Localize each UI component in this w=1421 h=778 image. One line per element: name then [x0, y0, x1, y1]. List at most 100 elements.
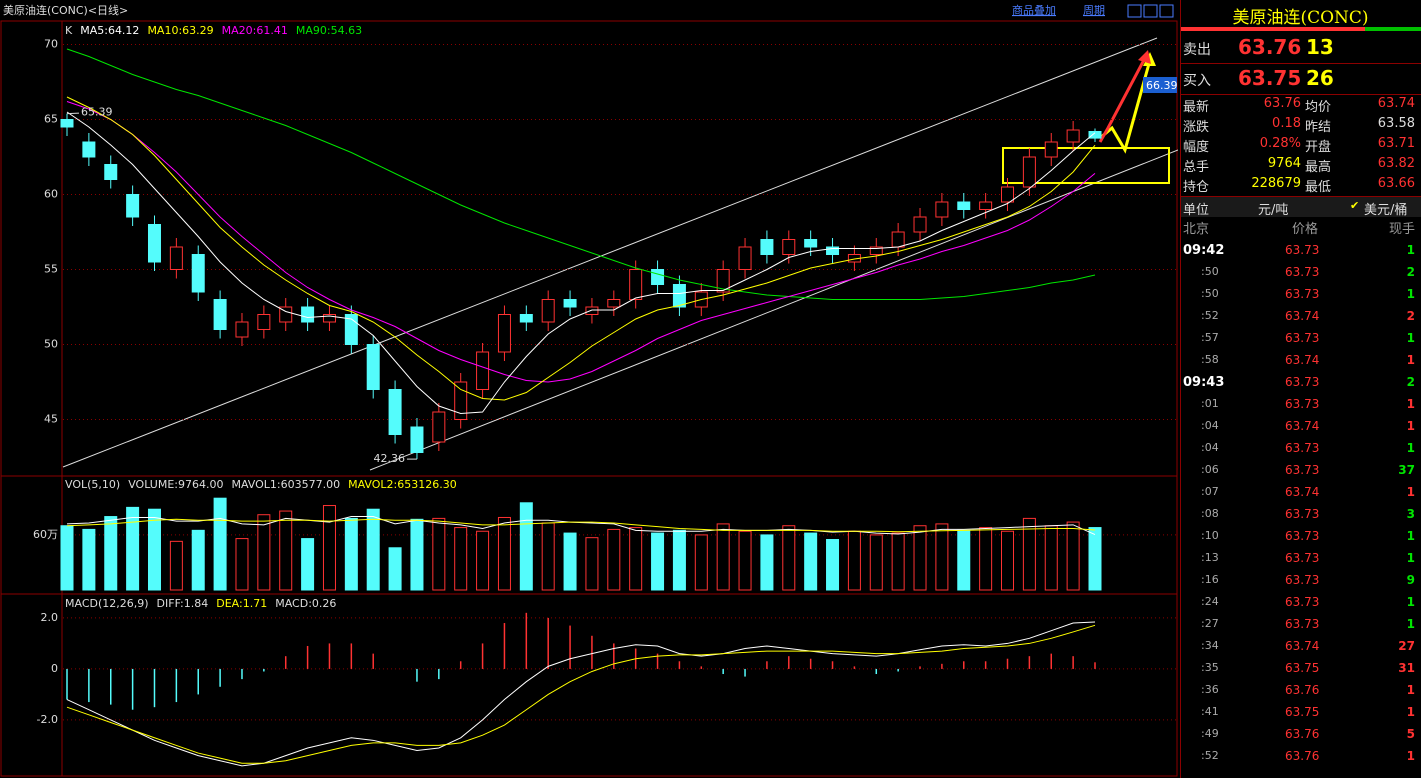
- cell: :49: [1201, 727, 1219, 740]
- tick-row: :24 63.73 1: [1180, 592, 1421, 614]
- legend-item: VOL(5,10): [65, 478, 120, 491]
- cell: :52: [1201, 309, 1219, 322]
- candle-body: [738, 246, 752, 270]
- candle-body: [1066, 129, 1080, 143]
- cell: 63.73: [1285, 331, 1320, 345]
- volume-bar: [847, 530, 861, 591]
- period-button[interactable]: 周期: [1083, 4, 1105, 17]
- tick-row: :50 63.73 2: [1180, 262, 1421, 284]
- volume-bar: [213, 497, 227, 591]
- cell: 1: [1406, 419, 1415, 433]
- cursor-label-bg: [1143, 77, 1177, 93]
- cell: 63.74: [1285, 309, 1320, 323]
- y-tick-label: 2.0: [41, 611, 59, 624]
- cell: 1: [1406, 485, 1415, 499]
- volume-bar: [607, 528, 621, 591]
- tick-row: :13 63.73 1: [1180, 548, 1421, 570]
- y-tick-label: 55: [44, 263, 58, 276]
- cell: 5: [1406, 727, 1415, 741]
- volume-bar: [694, 534, 708, 591]
- candle-body: [301, 306, 315, 323]
- volume-bar: [651, 532, 665, 591]
- cell: :50: [1201, 265, 1219, 278]
- cell: 1: [1406, 749, 1415, 763]
- candle-body: [60, 119, 74, 128]
- cell: :08: [1201, 507, 1219, 520]
- cell: 1: [1406, 243, 1415, 257]
- cell: 26: [1306, 66, 1334, 90]
- cell: 63.73: [1285, 441, 1320, 455]
- cell: :24: [1201, 595, 1219, 608]
- quote-title: 美原油连(CONC): [1180, 0, 1421, 28]
- volume-bar: [1088, 527, 1102, 591]
- stat-row: 最新 63.76 均价 63.74: [1180, 96, 1421, 116]
- cell: 63.73: [1285, 463, 1320, 477]
- cell: 2: [1406, 309, 1415, 323]
- cell: 31: [1398, 661, 1415, 675]
- cell: 37: [1398, 463, 1415, 477]
- volume-bar: [169, 540, 183, 591]
- cell: 63.82: [1377, 156, 1415, 171]
- ma10-line: [66, 96, 1096, 401]
- tick-row: :57 63.73 1: [1180, 328, 1421, 350]
- volume-bar: [1044, 525, 1058, 591]
- tick-row: :49 63.76 5: [1180, 724, 1421, 746]
- candle-body: [979, 201, 993, 210]
- cell: 最新: [1183, 100, 1210, 115]
- cell: 现手: [1388, 222, 1415, 237]
- bar-green: [1365, 27, 1421, 31]
- legend-item: MA90:54.63: [296, 24, 362, 37]
- order-sell: 卖出 63.76 13: [1180, 33, 1421, 64]
- candle-body: [257, 314, 271, 330]
- cell: 开盘: [1305, 140, 1332, 155]
- candle-body: [126, 194, 140, 218]
- volume-bar: [891, 532, 905, 591]
- tick-row: 09:42 63.73 1: [1180, 240, 1421, 262]
- legend-item: MAVOL1:603577.00: [231, 478, 340, 491]
- volume-bar: [104, 516, 118, 591]
- candle-body: [607, 299, 621, 308]
- candle-body: [1088, 131, 1102, 139]
- cell: :16: [1201, 573, 1219, 586]
- nav-right[interactable]: [1143, 4, 1158, 18]
- nav-max[interactable]: [1159, 4, 1174, 18]
- overlay-button[interactable]: 商品叠加: [1012, 3, 1056, 17]
- tick-row: :04 63.73 1: [1180, 438, 1421, 460]
- cell: :04: [1201, 441, 1219, 454]
- ma90-line: [66, 48, 1096, 300]
- cell: 涨跌: [1183, 120, 1210, 135]
- candle-body: [213, 299, 227, 330]
- volume-bar: [585, 537, 599, 591]
- cell: 持仓: [1183, 180, 1210, 195]
- tick-row: :58 63.74 1: [1180, 350, 1421, 372]
- ma20-line: [66, 101, 1096, 383]
- cell: 63.73: [1285, 507, 1320, 521]
- quote-panel: 美原油连(CONC) 卖出 63.76 13 买入 63.75 26 最新 63.76 均价 63.…: [1180, 0, 1421, 778]
- tick-row: :41 63.75 1: [1180, 702, 1421, 724]
- cell: :52: [1201, 749, 1219, 762]
- cell: 1: [1406, 331, 1415, 345]
- volume-bar: [388, 547, 402, 591]
- nav-left[interactable]: [1127, 4, 1142, 18]
- candle-body: [935, 201, 949, 218]
- tick-row: :01 63.73 1: [1180, 394, 1421, 416]
- cell: 63.73: [1285, 397, 1320, 411]
- cell: 63.73: [1285, 287, 1320, 301]
- tick-row: :34 63.74 27: [1180, 636, 1421, 658]
- y-tick-label: 0: [51, 662, 58, 675]
- cell: 09:43: [1183, 375, 1225, 390]
- cell: 1: [1406, 397, 1415, 411]
- tick-row: :10 63.73 1: [1180, 526, 1421, 548]
- legend-item: MAVOL2:653126.30: [348, 478, 457, 491]
- frame: [0, 20, 1178, 777]
- volume-bar: [563, 532, 577, 591]
- legend-item: K: [65, 24, 73, 37]
- cell: :34: [1201, 639, 1219, 652]
- cell: 美元/桶: [1364, 203, 1408, 218]
- cell: :36: [1201, 683, 1219, 696]
- legend-item: MA10:63.29: [147, 24, 213, 37]
- candle-body: [716, 269, 730, 293]
- candle-body: [585, 306, 599, 315]
- y-tick-label: 60: [44, 188, 58, 201]
- tick-header: 北京 价格 现手: [1180, 218, 1421, 238]
